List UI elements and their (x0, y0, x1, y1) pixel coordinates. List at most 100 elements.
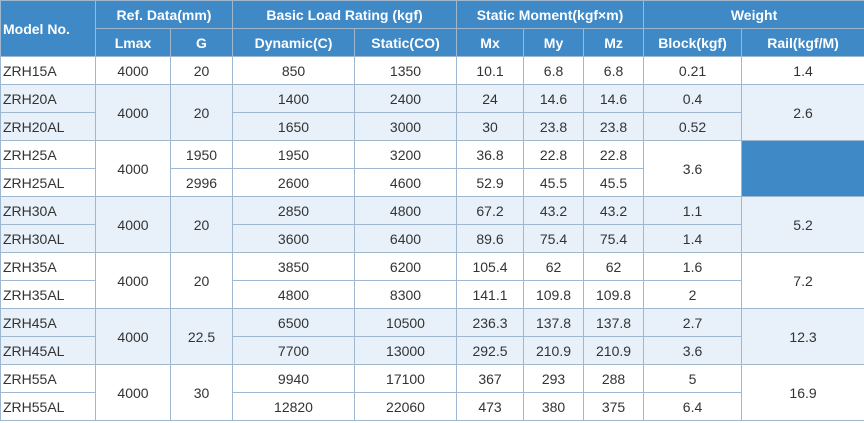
static-cell: 17100 (353, 364, 458, 393)
mz-cell: 23.8 (583, 112, 645, 141)
table-row: ZRH55A 4000 30 9940 17100 367 293 288 5 … (0, 364, 864, 421)
dynamic-cell: 9940 (232, 364, 355, 393)
static-cell: 3000 (353, 112, 458, 141)
my-cell: 75.4 (523, 224, 585, 253)
mx-cell: 141.1 (456, 280, 525, 309)
mz-cell: 375 (583, 392, 645, 421)
table-row: ZRH45AL 7700 13000 292.5 210.9 210.9 3.6 (0, 336, 864, 365)
my-cell: 137.8 (523, 308, 585, 337)
mx-cell: 10.1 (456, 56, 525, 85)
mx-cell: 36.8 (456, 140, 525, 169)
dynamic-cell: 7700 (232, 336, 355, 365)
g-cell: 20 (170, 252, 233, 309)
model-cell: ZRH55AL (0, 392, 96, 421)
my-cell: 14.6 (523, 84, 585, 113)
lmax-cell: 4000 (95, 308, 171, 365)
my-cell: 109.8 (523, 280, 585, 309)
static-cell: 4600 (353, 168, 458, 197)
lmax-cell: 4000 (95, 252, 171, 309)
rail-cell: 7.2 (741, 252, 864, 309)
block-cell: 1.1 (643, 196, 743, 225)
model-cell: ZRH30AL (0, 224, 96, 253)
my-cell: 62 (523, 252, 585, 281)
my-cell: 293 (523, 364, 585, 393)
my-cell: 22.8 (523, 140, 585, 169)
lmax-cell: 4000 (95, 196, 171, 253)
static-cell: 10500 (353, 308, 458, 337)
mz-cell: 45.5 (583, 168, 645, 197)
lmax-cell: 4000 (95, 140, 171, 197)
table-row: ZRH35AL 4800 8300 141.1 109.8 109.8 2 (0, 280, 864, 309)
table-row: ZRH20AL 1650 3000 30 23.8 23.8 0.52 (0, 112, 864, 141)
table-row: ZRH30AL 3600 6400 89.6 75.4 75.4 1.4 (0, 224, 864, 253)
header-dynamic: Dynamic(C) (232, 28, 355, 57)
model-cell: ZRH15A (0, 56, 96, 85)
block-cell: 0.21 (643, 56, 743, 85)
block-cell: 6.4 (643, 392, 743, 421)
block-cell: 3.6 (643, 140, 743, 197)
dynamic-cell: 6500 (232, 308, 355, 337)
mz-cell: 14.6 (583, 84, 645, 113)
static-cell: 6400 (353, 224, 458, 253)
header-my: My (523, 28, 585, 57)
dynamic-cell: 3850 (232, 252, 355, 281)
table-row: ZRH35A 4000 20 3850 6200 105.4 62 62 1.6… (0, 252, 864, 309)
dynamic-cell: 1650 (232, 112, 355, 141)
header-mx: Mx (456, 28, 525, 57)
block-cell: 1.6 (643, 252, 743, 281)
header-g: G (170, 28, 233, 57)
mz-cell: 6.8 (583, 56, 645, 85)
table-row: ZRH45A 4000 22.5 6500 10500 236.3 137.8 … (0, 308, 864, 365)
model-cell: ZRH30A (0, 196, 96, 225)
header-weight: Weight (643, 0, 864, 29)
block-cell: 5 (643, 364, 743, 393)
rail-cell: 16.9 (741, 364, 864, 421)
header-mz: Mz (583, 28, 645, 57)
mz-cell: 62 (583, 252, 645, 281)
block-cell: 0.52 (643, 112, 743, 141)
my-cell: 380 (523, 392, 585, 421)
rail-cell: 12.3 (741, 308, 864, 365)
model-cell: ZRH25A (0, 140, 96, 169)
my-cell: 23.8 (523, 112, 585, 141)
my-cell: 43.2 (523, 196, 585, 225)
dynamic-cell: 1400 (232, 84, 355, 113)
block-cell: 1.4 (643, 224, 743, 253)
lmax-cell: 4000 (95, 364, 171, 421)
mx-cell: 30 (456, 112, 525, 141)
mx-cell: 473 (456, 392, 525, 421)
my-cell: 210.9 (523, 336, 585, 365)
mx-cell: 52.9 (456, 168, 525, 197)
dynamic-cell: 2850 (232, 196, 355, 225)
dynamic-cell: 12820 (232, 392, 355, 421)
model-cell: ZRH45A (0, 308, 96, 337)
model-cell: ZRH25AL (0, 168, 96, 197)
dynamic-cell: 1950 (232, 140, 355, 169)
block-cell: 3.6 (643, 336, 743, 365)
table-row: ZRH30A 4000 20 2850 4800 67.2 43.2 43.2 … (0, 196, 864, 253)
static-cell: 8300 (353, 280, 458, 309)
table-row: ZRH15A 4000 20 850 1350 10.1 6.8 6.8 0.2… (0, 56, 864, 85)
header-model: Model No. (0, 0, 96, 57)
g-cell: 20 (170, 56, 233, 85)
header-load-rating: Basic Load Rating (kgf) (231, 0, 458, 29)
rail-cell: 5.2 (741, 196, 864, 253)
rail-cell: 2.6 (741, 84, 864, 141)
header-lmax: Lmax (95, 28, 171, 57)
table-row: ZRH20A 4000 20 1400 2400 24 14.6 14.6 0.… (0, 84, 864, 141)
mz-cell: 288 (583, 364, 645, 393)
table-row: ZRH55AL 12820 22060 473 380 375 6.4 (0, 392, 864, 421)
model-cell: ZRH20AL (0, 112, 96, 141)
mz-cell: 210.9 (583, 336, 645, 365)
g-cell: 1950 (170, 140, 233, 169)
block-cell: 2 (643, 280, 743, 309)
model-cell: ZRH45AL (0, 336, 96, 365)
g-cell: 22.5 (170, 308, 233, 365)
table-row: ZRH25AL 2996 2600 4600 52.9 45.5 45.5 (0, 168, 864, 197)
mx-cell: 236.3 (456, 308, 525, 337)
dynamic-cell: 4800 (232, 280, 355, 309)
static-cell: 6200 (353, 252, 458, 281)
mz-cell: 43.2 (583, 196, 645, 225)
header-rail: Rail(kgf/M) (741, 28, 864, 57)
